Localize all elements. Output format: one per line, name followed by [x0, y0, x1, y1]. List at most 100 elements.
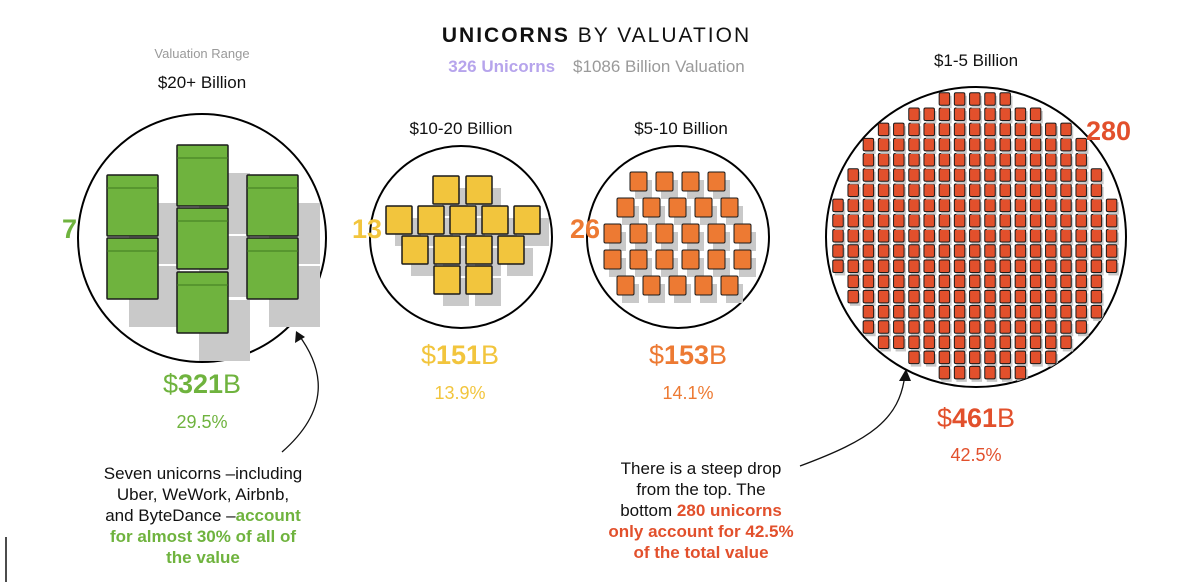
unicorn-tile-1-5	[1029, 335, 1042, 349]
unicorn-tile-5-10	[694, 275, 713, 296]
unicorn-tile-1-5	[1060, 153, 1072, 167]
unicorn-tile-5-10	[720, 197, 739, 218]
unicorn-tile-1-5	[1045, 350, 1057, 365]
unicorn-tile-1-5	[877, 168, 890, 182]
unicorn-tile-1-5	[938, 244, 951, 258]
unicorn-tile-10-20	[513, 205, 541, 235]
unicorn-tile-1-5	[877, 122, 890, 137]
unicorn-tile-1-5	[938, 335, 951, 349]
unicorn-tile-1-5	[999, 92, 1011, 106]
unicorn-tile-1-5	[1014, 229, 1027, 243]
unicorn-tile-1-5	[953, 350, 966, 365]
unicorn-tile-1-5	[862, 168, 875, 182]
unicorn-tile-1-5	[999, 198, 1011, 213]
unicorn-tile-1-5	[923, 229, 935, 243]
unicorn-tile-1-5	[969, 137, 981, 152]
unicorn-tile-1-5	[1045, 168, 1057, 182]
unicorn-tile-1-5	[1075, 274, 1087, 289]
unicorn-tile-1-5	[1075, 320, 1087, 334]
value-prefix-1-5: $	[936, 403, 952, 433]
unicorn-tile-10-20	[433, 265, 461, 295]
unicorn-tile-1-5	[847, 289, 859, 304]
unicorn-tile-1-5	[862, 153, 875, 167]
unicorn-tile-1-5	[893, 259, 905, 273]
unicorn-tile-10-20	[401, 235, 429, 265]
unicorn-tile-1-5	[1029, 153, 1042, 167]
unicorn-tile-1-5	[1045, 274, 1057, 289]
value-num-5-10: 153	[663, 340, 710, 370]
unicorn-tile-1-5	[969, 92, 981, 106]
unicorn-tile-1-5	[938, 183, 951, 197]
unicorn-tile-1-5	[969, 183, 981, 197]
unicorn-tile-1-5	[938, 122, 951, 137]
unicorn-tile-1-5	[938, 320, 951, 334]
unicorn-tile-1-5	[969, 229, 981, 243]
unicorn-tile-1-5	[1090, 305, 1103, 319]
note-left-line3-plain: and ByteDance –	[105, 506, 236, 525]
value-num-10-20: 151	[435, 340, 482, 370]
unicorn-tile-1-5	[1014, 137, 1027, 152]
unicorn-tile-1-5	[1029, 198, 1042, 213]
unicorn-tile-1-5	[1075, 153, 1087, 167]
unicorn-tile-1-5	[999, 122, 1011, 137]
note-left-line5: the value	[166, 548, 240, 567]
unicorn-tile-1-5	[923, 305, 935, 319]
unicorn-tile-1-5	[953, 289, 966, 304]
unicorn-tile-1-5	[847, 183, 859, 197]
value-label-5-10: $153B	[588, 340, 788, 371]
note-left-line3: and ByteDance –account	[58, 505, 348, 526]
unicorn-tile-1-5	[984, 213, 996, 228]
unicorn-tile-1-5	[1014, 168, 1027, 182]
unicorn-tile-1-5	[923, 274, 935, 289]
unicorn-tile-1-5	[999, 137, 1011, 152]
unicorn-tile-1-5	[923, 320, 935, 334]
unicorn-tile-1-5	[862, 229, 875, 243]
unicorn-tile-1-5	[1090, 289, 1103, 304]
unicorn-tile-1-5	[999, 365, 1011, 380]
unicorn-tile-1-5	[953, 107, 966, 121]
unicorn-tile-1-5	[877, 289, 890, 304]
unicorn-tile-1-5	[999, 153, 1011, 167]
unicorn-tile-1-5	[847, 244, 859, 258]
unicorn-tile-1-5	[923, 122, 935, 137]
unicorn-tile-1-5	[877, 229, 890, 243]
unicorn-tile-1-5	[1045, 122, 1057, 137]
unicorn-tile-1-5	[953, 320, 966, 334]
unicorn-tile-1-5	[1045, 259, 1057, 273]
unicorn-tile-1-5	[893, 198, 905, 213]
unicorn-tile-1-5	[1105, 259, 1118, 273]
unicorn-tile-1-5	[877, 259, 890, 273]
unicorn-tile-1-5	[1029, 244, 1042, 258]
unicorn-tile-5-10	[720, 275, 739, 296]
note-left-line2: Uber, WeWork, Airbnb,	[116, 485, 290, 504]
unicorn-tile-1-5	[862, 289, 875, 304]
share-label-20plus: 29.5%	[176, 412, 228, 432]
unicorn-tile-1-5	[969, 365, 981, 380]
note-right-line4: only account for 42.5%	[608, 522, 794, 541]
unicorn-tile-1-5	[1060, 168, 1072, 182]
unicorn-tile-1-5	[1060, 335, 1072, 349]
unicorn-tile-1-5	[877, 198, 890, 213]
unicorn-tile-1-5	[938, 229, 951, 243]
unicorn-tile-1-5	[938, 153, 951, 167]
unicorn-tile-1-5	[1029, 320, 1042, 334]
unicorn-tile-1-5	[938, 137, 951, 152]
unicorn-tile-5-10	[629, 249, 648, 270]
value-num-20plus: 321	[177, 369, 224, 399]
unicorn-tile-1-5	[938, 259, 951, 273]
note-right-line3-plain: bottom	[620, 501, 677, 520]
unicorn-tile-1-5	[938, 198, 951, 213]
unicorn-tile-1-5	[908, 183, 920, 197]
unicorn-tile-1-5	[1105, 229, 1118, 243]
unicorn-tile-1-5	[953, 259, 966, 273]
note-right: There is a steep drop from the top. The …	[556, 458, 846, 563]
unicorn-tile-1-5	[908, 335, 920, 349]
unicorn-tile-1-5	[1060, 289, 1072, 304]
unicorn-tile-1-5	[877, 183, 890, 197]
unicorn-tile-1-5	[984, 229, 996, 243]
unicorn-tile-1-5	[984, 153, 996, 167]
unicorn-tile-1-5	[969, 320, 981, 334]
unicorn-tile-1-5	[938, 350, 951, 365]
unicorn-tile-1-5	[908, 122, 920, 137]
unicorn-tile-1-5	[877, 137, 890, 152]
